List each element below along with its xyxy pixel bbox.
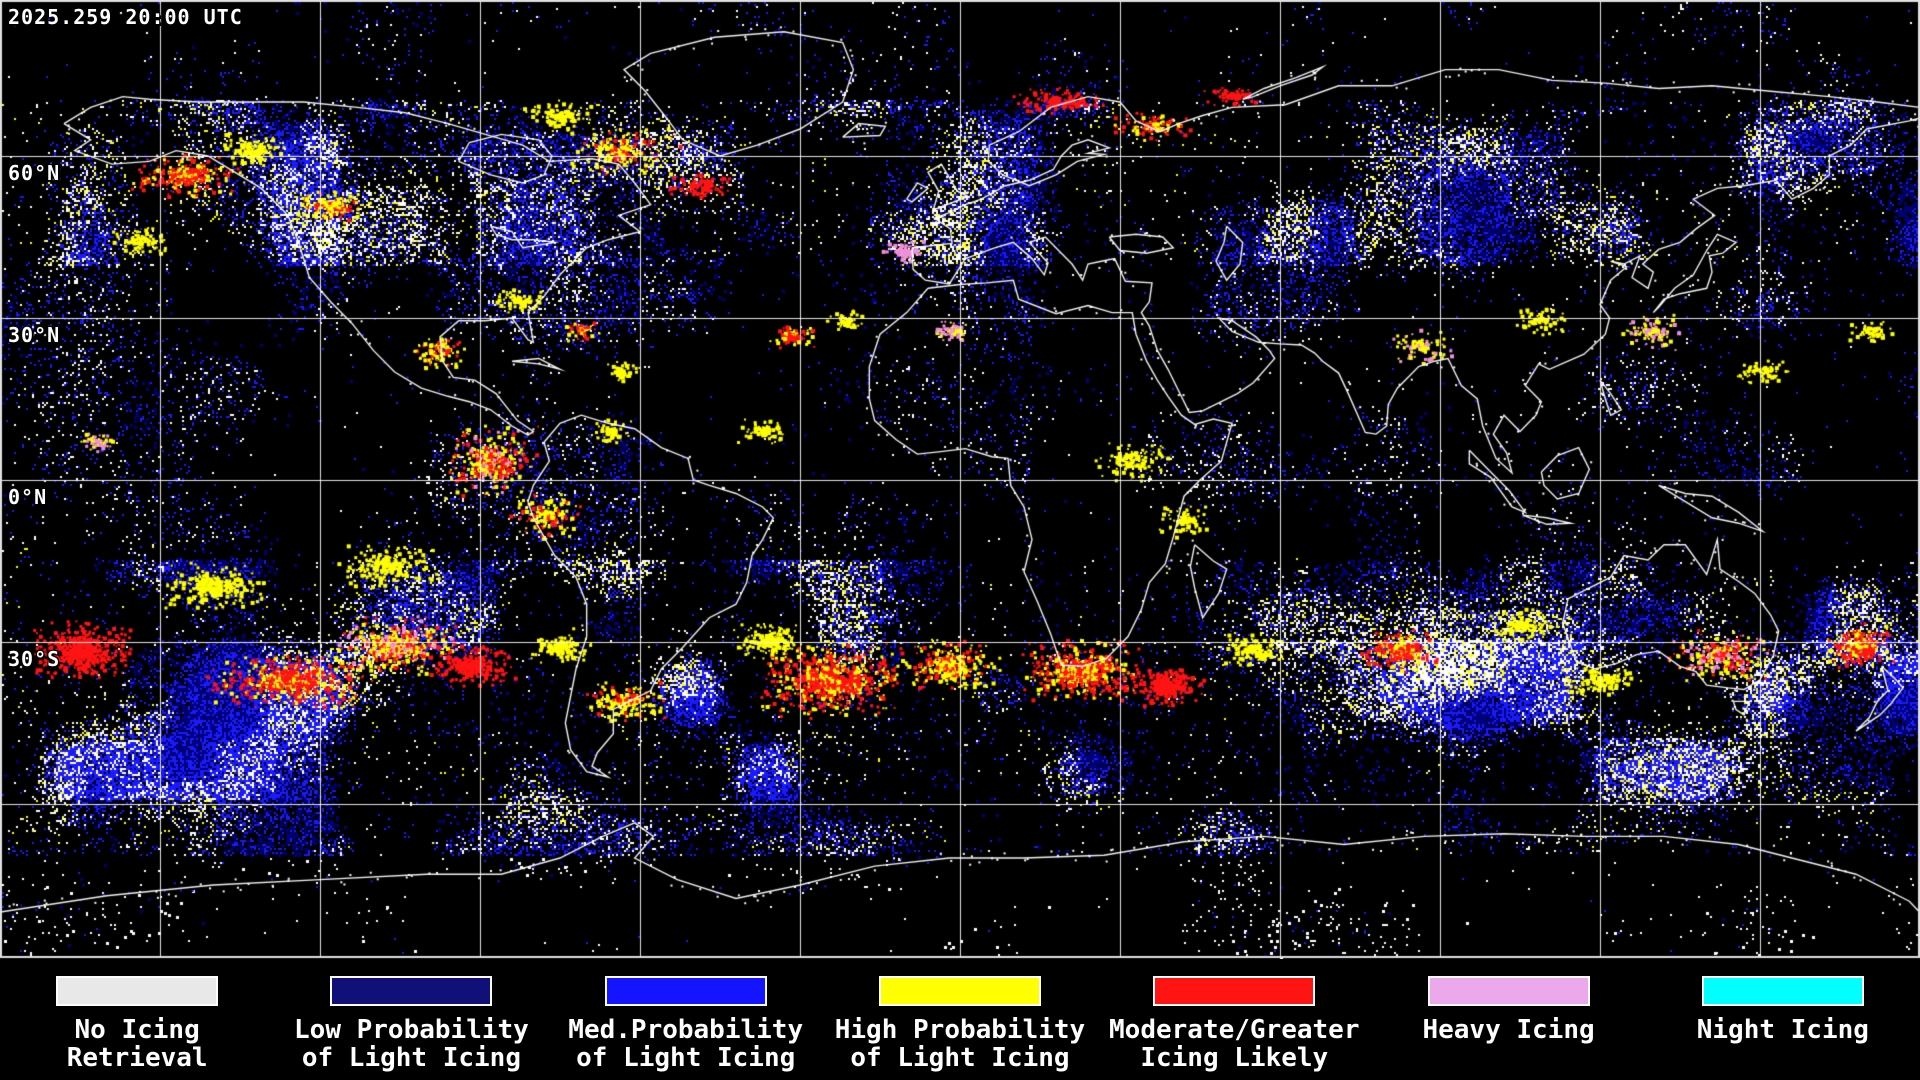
legend-swatch-heavy-icing — [1427, 976, 1590, 1006]
world-icing-map-canvas — [0, 0, 1920, 959]
legend-swatch-no-icing — [56, 976, 219, 1006]
legend-item-no-icing: No Icing Retrieval — [0, 959, 274, 1080]
legend-swatch-high-probability — [878, 976, 1041, 1006]
legend-label: No Icing — [74, 1015, 200, 1045]
legend-label: High Probability — [834, 1015, 1086, 1045]
lat-label-0n: 0°N — [8, 485, 48, 509]
timestamp-label: 2025.259 20:00 UTC — [8, 5, 243, 29]
lat-label-60n: 60°N — [8, 161, 61, 185]
legend-label: Night Icing — [1696, 1015, 1869, 1045]
legend-item-high-probability: High Probability of Light Icing — [823, 959, 1097, 1080]
legend-item-moderate-greater: Moderate/Greater Icing Likely — [1097, 959, 1371, 1080]
legend-item-med-probability: Med.Probability of Light Icing — [549, 959, 823, 1080]
legend-swatch-low-probability — [330, 976, 493, 1006]
legend-swatch-night-icing — [1701, 976, 1864, 1006]
legend-label: Low Probability — [294, 1015, 529, 1045]
legend-label: Med.Probability — [568, 1015, 804, 1045]
legend-label: Moderate/Greater — [1109, 1015, 1360, 1045]
legend-item-heavy-icing: Heavy Icing — [1371, 959, 1645, 1080]
legend-label: of Light Icing — [301, 1043, 521, 1073]
legend-label: of Light Icing — [850, 1043, 1070, 1073]
legend-label: Heavy Icing — [1422, 1015, 1595, 1045]
legend-swatch-med-probability — [604, 976, 767, 1006]
legend-label: Retrieval — [66, 1043, 208, 1073]
legend-item-low-probability: Low Probability of Light Icing — [274, 959, 548, 1080]
legend-item-night-icing: Night Icing — [1646, 959, 1920, 1080]
legend-label: Icing Likely — [1140, 1043, 1329, 1073]
legend-bar: No Icing Retrieval Low Probability of Li… — [0, 959, 1920, 1080]
lat-label-30n: 30°N — [8, 323, 61, 347]
legend-swatch-moderate-greater — [1153, 976, 1316, 1006]
lat-label-30s: 30°S — [8, 647, 61, 671]
legend-label: of Light Icing — [576, 1043, 796, 1073]
